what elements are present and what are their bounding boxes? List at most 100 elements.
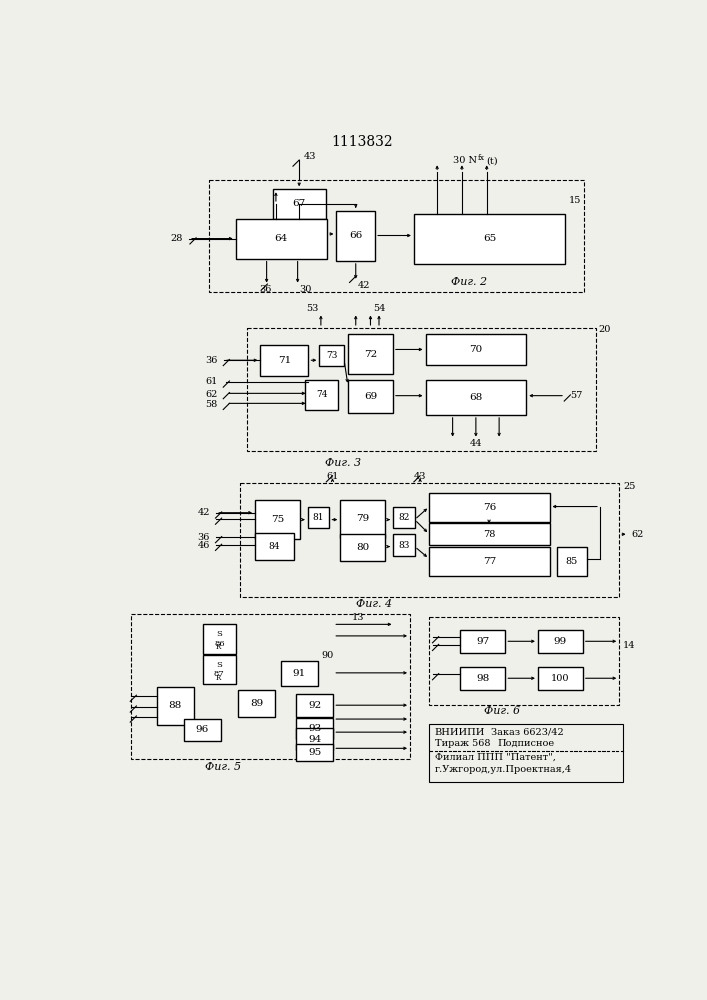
- Bar: [260, 345, 308, 376]
- Bar: [305, 380, 338, 410]
- Bar: [429, 547, 549, 576]
- Text: 57: 57: [571, 391, 583, 400]
- Bar: [460, 630, 506, 653]
- Text: 80: 80: [356, 543, 369, 552]
- Text: R: R: [216, 643, 221, 651]
- Bar: [393, 507, 414, 528]
- Text: 81: 81: [312, 513, 325, 522]
- Bar: [348, 334, 393, 374]
- Text: Подписное: Подписное: [498, 739, 555, 748]
- Bar: [538, 667, 583, 690]
- Bar: [414, 214, 565, 264]
- Text: 20: 20: [598, 325, 611, 334]
- Text: 72: 72: [364, 350, 377, 359]
- Text: ВНИИПИ: ВНИИПИ: [435, 728, 485, 737]
- Text: 82: 82: [398, 513, 409, 522]
- Text: 85: 85: [566, 557, 578, 566]
- Text: Фиг. 2: Фиг. 2: [451, 277, 487, 287]
- Text: S
86: S 86: [214, 630, 225, 648]
- Bar: [308, 507, 329, 528]
- Text: 96: 96: [196, 725, 209, 734]
- Text: Фиг. 6: Фиг. 6: [484, 706, 520, 716]
- Text: Фиг. 5: Фиг. 5: [204, 762, 241, 772]
- Text: 73: 73: [326, 351, 337, 360]
- Bar: [340, 500, 385, 538]
- Text: 98: 98: [477, 674, 489, 683]
- Text: 97: 97: [477, 637, 489, 646]
- Text: 36: 36: [206, 356, 218, 365]
- Text: S
87: S 87: [214, 661, 225, 678]
- Text: 83: 83: [398, 541, 409, 550]
- Text: 43: 43: [304, 152, 316, 161]
- Text: 69: 69: [364, 392, 377, 401]
- Bar: [320, 345, 344, 366]
- Text: 1113832: 1113832: [331, 135, 393, 149]
- Text: 67: 67: [293, 199, 306, 208]
- Bar: [238, 690, 275, 717]
- Bar: [426, 334, 526, 365]
- Bar: [255, 533, 293, 560]
- Text: 30: 30: [299, 285, 312, 294]
- Text: 43: 43: [414, 472, 426, 481]
- Text: 58: 58: [206, 400, 218, 409]
- Text: 93: 93: [308, 724, 321, 733]
- Text: 65: 65: [483, 234, 496, 243]
- Text: 42: 42: [197, 508, 210, 517]
- Text: 76: 76: [483, 503, 496, 512]
- Bar: [429, 724, 623, 782]
- Bar: [429, 617, 619, 705]
- Text: 89: 89: [250, 699, 263, 708]
- Bar: [273, 189, 325, 219]
- Text: 68: 68: [469, 393, 482, 402]
- Text: 90: 90: [321, 651, 333, 660]
- Text: 42: 42: [357, 281, 370, 290]
- Text: Фиг. 4: Фиг. 4: [356, 599, 392, 609]
- Bar: [156, 687, 194, 725]
- Text: 36: 36: [259, 285, 271, 294]
- Text: 78: 78: [484, 530, 496, 539]
- Text: 66: 66: [349, 231, 363, 240]
- Text: 91: 91: [293, 669, 306, 678]
- Text: 100: 100: [551, 674, 570, 683]
- Text: 74: 74: [316, 390, 327, 399]
- Text: 46: 46: [198, 541, 210, 550]
- Text: 30 N: 30 N: [452, 156, 477, 165]
- Text: 84: 84: [269, 542, 280, 551]
- Text: fx: fx: [478, 154, 485, 162]
- Text: 71: 71: [278, 356, 291, 365]
- Text: 99: 99: [554, 637, 567, 646]
- Text: 13: 13: [352, 613, 364, 622]
- Text: 77: 77: [483, 557, 496, 566]
- Text: г.Ужгород,ул.Проектная,4: г.Ужгород,ул.Проектная,4: [435, 765, 572, 774]
- Bar: [429, 493, 549, 522]
- Text: 62: 62: [206, 390, 218, 399]
- Bar: [340, 534, 385, 561]
- Text: Тираж 568: Тираж 568: [435, 739, 490, 748]
- Bar: [538, 630, 583, 653]
- Bar: [426, 380, 526, 415]
- Bar: [255, 500, 300, 539]
- Text: 28: 28: [170, 234, 183, 243]
- Text: 15: 15: [569, 196, 581, 205]
- Bar: [296, 744, 333, 761]
- Text: R: R: [216, 674, 221, 682]
- Bar: [296, 728, 333, 750]
- Bar: [296, 718, 333, 739]
- Text: 62: 62: [631, 530, 643, 539]
- Text: 64: 64: [275, 234, 288, 243]
- Text: 70: 70: [469, 345, 482, 354]
- Text: 88: 88: [168, 701, 182, 710]
- Text: 53: 53: [306, 304, 319, 313]
- Text: 61: 61: [206, 377, 218, 386]
- Text: 61: 61: [327, 472, 339, 481]
- Bar: [247, 328, 596, 451]
- Text: 44: 44: [469, 439, 482, 448]
- Text: 75: 75: [271, 515, 284, 524]
- Text: Фиг. 3: Фиг. 3: [325, 458, 361, 468]
- Bar: [296, 694, 333, 717]
- Bar: [240, 483, 619, 597]
- Bar: [393, 534, 414, 556]
- Text: 95: 95: [308, 748, 321, 757]
- Text: Заказ 6623/42: Заказ 6623/42: [491, 728, 564, 737]
- Text: 14: 14: [623, 641, 636, 650]
